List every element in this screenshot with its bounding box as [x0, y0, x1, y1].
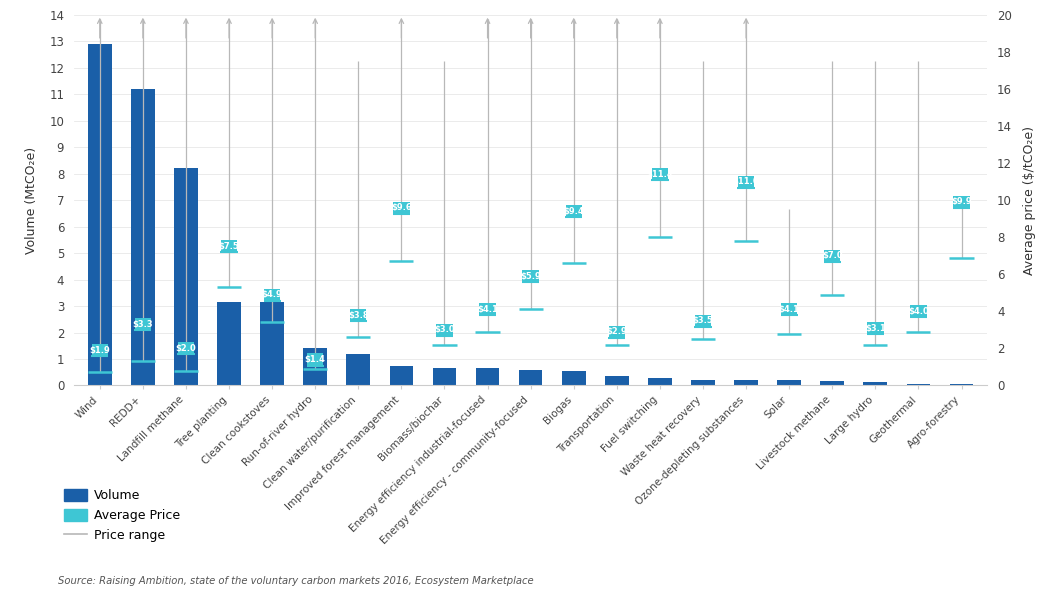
FancyBboxPatch shape [264, 289, 280, 301]
Text: $4.1: $4.1 [477, 305, 498, 314]
Text: $3.5: $3.5 [693, 316, 714, 325]
FancyBboxPatch shape [92, 344, 108, 356]
Text: $3.1: $3.1 [865, 324, 886, 333]
FancyBboxPatch shape [608, 326, 625, 338]
Bar [734, 380, 758, 385]
FancyBboxPatch shape [307, 353, 323, 365]
FancyBboxPatch shape [738, 176, 754, 187]
FancyBboxPatch shape [867, 322, 884, 334]
FancyBboxPatch shape [177, 342, 194, 355]
Bar [174, 168, 197, 385]
Bar [605, 376, 628, 385]
FancyBboxPatch shape [566, 205, 582, 217]
FancyBboxPatch shape [954, 196, 969, 208]
Text: $2.0: $2.0 [175, 344, 196, 353]
FancyBboxPatch shape [351, 309, 366, 321]
Y-axis label: Average price ($/tCO₂e): Average price ($/tCO₂e) [1023, 126, 1036, 275]
FancyBboxPatch shape [781, 304, 797, 315]
Text: $3.3: $3.3 [133, 320, 153, 329]
Legend: Volume, Average Price, Price range: Volume, Average Price, Price range [64, 489, 181, 542]
FancyBboxPatch shape [479, 304, 495, 315]
Text: $5.9: $5.9 [521, 272, 541, 280]
Bar [475, 368, 499, 385]
Bar [562, 371, 586, 385]
Bar [346, 353, 371, 385]
Bar [648, 378, 672, 385]
Bar [433, 368, 456, 385]
Text: $4.9: $4.9 [262, 290, 283, 299]
Bar [131, 89, 155, 385]
Bar [88, 44, 112, 385]
Text: $7.0: $7.0 [822, 251, 843, 260]
Text: Source: Raising Ambition, state of the voluntary carbon markets 2016, Ecosystem : Source: Raising Ambition, state of the v… [58, 576, 533, 586]
Text: $9.6: $9.6 [391, 203, 412, 212]
Bar [821, 381, 844, 385]
FancyBboxPatch shape [523, 270, 539, 282]
Bar [949, 384, 974, 385]
Bar [218, 302, 241, 385]
Bar [390, 366, 413, 385]
FancyBboxPatch shape [824, 250, 841, 262]
Text: $11.0: $11.0 [733, 177, 759, 186]
Bar [518, 369, 543, 385]
FancyBboxPatch shape [135, 318, 151, 330]
Text: $3.8: $3.8 [348, 311, 369, 320]
Y-axis label: Volume (MtCO₂e): Volume (MtCO₂e) [25, 146, 38, 254]
FancyBboxPatch shape [652, 168, 668, 180]
Text: $4.1: $4.1 [778, 305, 799, 314]
Text: $3.0: $3.0 [434, 326, 455, 334]
Bar [864, 382, 887, 385]
Bar [303, 349, 327, 385]
Text: $11.4: $11.4 [646, 170, 674, 178]
FancyBboxPatch shape [910, 305, 926, 317]
Text: $1.9: $1.9 [90, 346, 110, 355]
Bar [906, 384, 930, 385]
Text: $4.0: $4.0 [908, 307, 929, 316]
FancyBboxPatch shape [436, 324, 453, 336]
FancyBboxPatch shape [221, 240, 238, 253]
Bar [777, 380, 802, 385]
Bar [691, 380, 715, 385]
Text: $1.4: $1.4 [305, 355, 325, 364]
Text: $9.9: $9.9 [951, 197, 972, 206]
Text: $9.4: $9.4 [563, 207, 584, 216]
Bar [260, 302, 284, 385]
FancyBboxPatch shape [695, 314, 711, 327]
FancyBboxPatch shape [393, 202, 410, 213]
Text: $7.5: $7.5 [219, 242, 240, 251]
Text: $2.9: $2.9 [606, 327, 627, 336]
